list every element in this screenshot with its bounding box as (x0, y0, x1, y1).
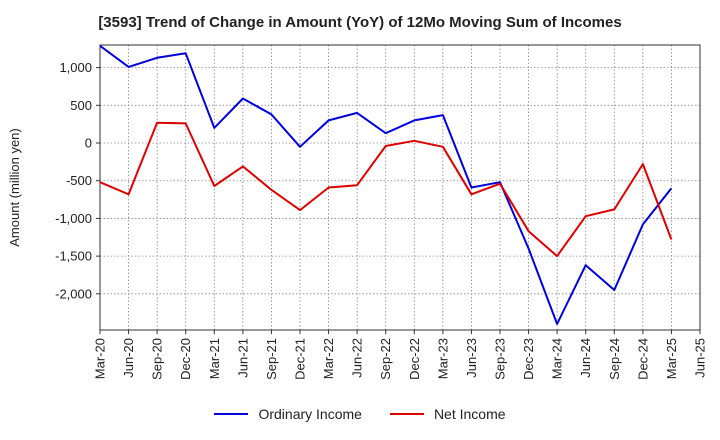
legend-swatch-ordinary-income (214, 413, 249, 415)
y-tick-label: -500 (66, 173, 92, 188)
legend: Ordinary Income Net Income (0, 406, 720, 422)
x-tick-label: Jun-23 (464, 338, 479, 378)
x-tick-label: Mar-22 (321, 338, 336, 379)
x-tick-label: Dec-22 (407, 338, 422, 380)
legend-item-ordinary-income: Ordinary Income (214, 406, 362, 422)
x-tick-label: Jun-22 (350, 338, 365, 378)
series-line-net-income (99, 121, 673, 258)
legend-swatch-net-income (389, 413, 424, 415)
x-tick-label: Jun-25 (693, 338, 708, 378)
legend-label-ordinary-income: Ordinary Income (258, 406, 362, 422)
axes (96, 44, 701, 334)
x-tick-label: Mar-25 (664, 338, 679, 379)
x-tick-label: Dec-21 (293, 338, 308, 380)
x-tick-label: Sep-23 (493, 338, 508, 380)
x-tick-label: Sep-22 (378, 338, 393, 380)
x-tick-label: Jun-20 (121, 338, 136, 378)
x-tick-label: Sep-21 (264, 338, 279, 380)
tick-labels: 1,000 500 0 -500 -1,000 -1,500 -2,000 Mar-20 Jun… (55, 60, 707, 380)
x-tick-label: Mar-21 (207, 338, 222, 379)
chart-title: [3593] Trend of Change in Amount (YoY) o… (98, 14, 622, 31)
x-tick-label: Dec-23 (521, 338, 536, 380)
legend-label-net-income: Net Income (433, 406, 506, 422)
x-tick-label: Jun-24 (578, 338, 593, 378)
x-tick-label: Dec-24 (635, 338, 650, 380)
y-tick-label: -2,000 (55, 286, 92, 301)
x-tick-label: Mar-24 (550, 338, 565, 379)
y-tick-label: 500 (70, 98, 92, 113)
legend-item-net-income: Net Income (389, 406, 506, 422)
y-tick-label: 1,000 (59, 60, 92, 75)
x-tick-label: Mar-23 (435, 338, 450, 379)
x-tick-label: Jun-21 (235, 338, 250, 378)
series-line-ordinary-income (99, 44, 673, 325)
y-axis-label: Amount (million yen) (7, 128, 22, 247)
y-tick-label: 0 (85, 136, 92, 151)
x-tick-label: Sep-24 (607, 338, 622, 380)
plot-frame (99, 44, 701, 331)
x-tick-label: Sep-20 (150, 338, 165, 380)
x-tick-label: Mar-20 (93, 338, 108, 379)
y-tick-label: -1,000 (55, 211, 92, 226)
x-tick-label: Dec-20 (178, 338, 193, 380)
y-tick-label: -1,500 (55, 249, 92, 264)
series-lines (99, 44, 673, 325)
